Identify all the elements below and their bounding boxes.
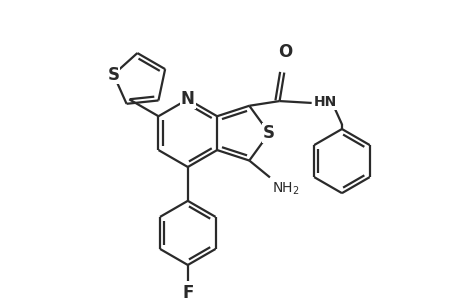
Text: S: S [263,124,274,142]
Text: O: O [278,43,292,61]
Text: S: S [107,65,119,83]
Text: NH$_2$: NH$_2$ [271,180,299,196]
Text: F: F [182,284,193,300]
Text: HN: HN [313,95,336,109]
Text: N: N [180,90,194,108]
